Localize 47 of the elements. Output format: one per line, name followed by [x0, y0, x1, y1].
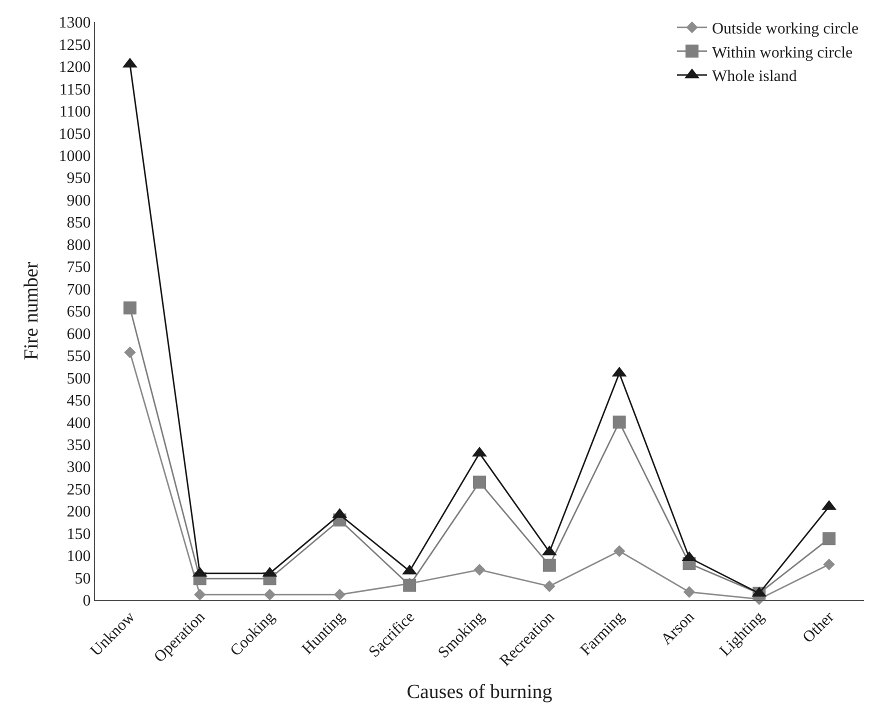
point	[612, 416, 626, 429]
y-tick-label: 1100	[59, 104, 91, 121]
y-tick-label: 450	[66, 392, 91, 410]
y-tick-label: 1200	[58, 59, 91, 76]
y-tick-label: 1250	[58, 36, 91, 54]
legend-label: Outside working circle	[712, 20, 859, 38]
y-tick-label: 150	[66, 526, 91, 543]
y-tick-label: 1150	[59, 81, 91, 98]
y-tick-label: 1050	[58, 126, 91, 143]
y-tick-label: 950	[66, 170, 91, 188]
y-tick-label: 1300	[58, 14, 91, 32]
y-axis-title: Fire number	[20, 262, 42, 360]
point	[474, 564, 486, 576]
point	[403, 578, 416, 592]
x-axis-title: Causes of burning	[406, 681, 552, 704]
y-tick-label: 200	[66, 504, 91, 521]
y-tick-label: 100	[66, 548, 91, 566]
y-tick-label: 800	[66, 236, 91, 254]
y-tick-label: 700	[66, 281, 91, 298]
point	[613, 545, 626, 557]
y-tick-label: 550	[66, 348, 91, 366]
point	[123, 301, 136, 314]
legend-label: Within working circle	[712, 44, 853, 62]
y-tick-label: 350	[66, 436, 91, 454]
y-tick-label: 400	[66, 414, 91, 432]
y-tick-label: 50	[74, 570, 91, 588]
y-tick-label: 650	[66, 304, 91, 321]
y-tick-label: 750	[66, 259, 91, 276]
point	[544, 580, 556, 592]
point	[542, 558, 556, 572]
y-tick-label: 1000	[58, 148, 91, 165]
y-tick-label: 850	[66, 214, 91, 232]
point	[822, 532, 836, 546]
y-tick-label: 600	[66, 326, 91, 343]
point	[264, 588, 276, 601]
legend-label: Whole island	[712, 68, 797, 86]
y-tick-label: 250	[66, 481, 91, 498]
point	[194, 588, 206, 601]
y-tick-label: 900	[66, 192, 91, 210]
point	[683, 586, 696, 598]
point	[823, 558, 835, 570]
point	[473, 476, 486, 489]
point	[334, 588, 346, 601]
y-tick-label: 0	[82, 592, 91, 610]
y-tick-label: 500	[66, 370, 91, 388]
y-tick-label: 300	[66, 459, 91, 476]
point	[124, 346, 136, 358]
